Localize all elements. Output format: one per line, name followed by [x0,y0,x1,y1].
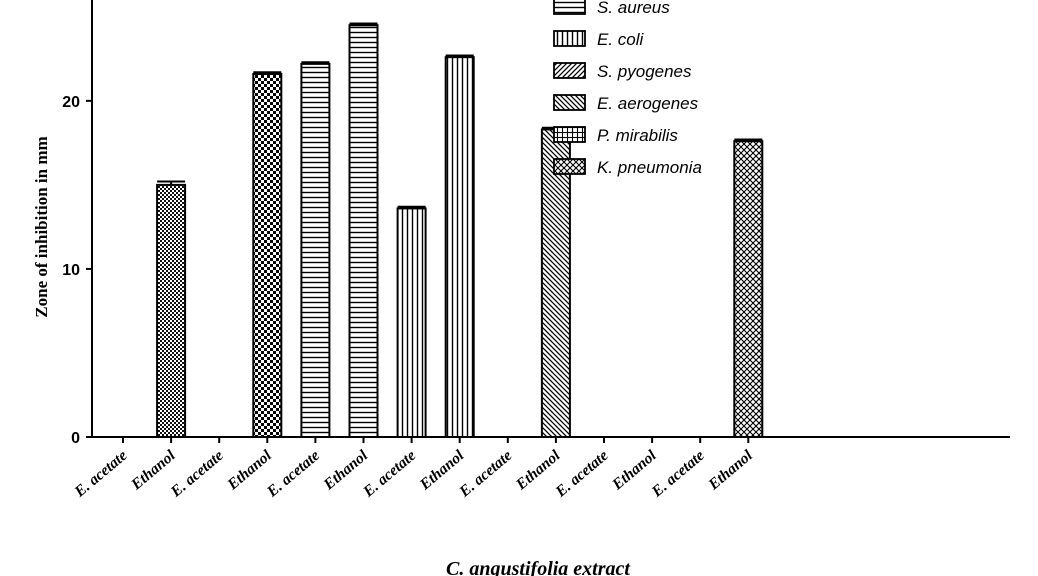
legend-swatch [553,94,586,111]
y-axis-label: Zone of inhibition in mm [32,136,51,317]
legend-swatch [553,126,586,143]
bar [300,62,331,438]
x-tick-label: E. acetate [648,447,708,501]
legend-label: P. mirabilis [597,126,678,145]
legend-swatch [553,62,586,79]
y-tick-label: 0 [71,430,80,447]
bar [444,56,475,439]
y-tick-label: 20 [62,94,80,111]
x-tick-label: E. acetate [167,447,227,501]
x-tick-label: E. acetate [263,447,323,501]
y-tick-label: 10 [62,262,80,279]
x-tick-label: E. acetate [359,447,419,501]
bar [156,183,187,438]
legend-label: E. coli [597,30,645,49]
legend-swatch [553,30,586,47]
legend-swatch [553,0,586,15]
legend-label: E. aerogenes [597,94,699,113]
x-tick-label: E. acetate [456,447,516,501]
x-tick-label: E. acetate [71,447,131,501]
bar [252,72,283,438]
bar [348,24,379,438]
bar [540,128,571,439]
x-tick-label: E. acetate [552,447,612,501]
legend-swatch [553,158,586,175]
legend: S. aureus E. coli S. pyogenes E. aerogenes P… [553,0,702,177]
legend-label: S. pyogenes [597,62,692,81]
bar [396,207,427,438]
legend-label: K. pneumonia [597,158,702,177]
x-tick-label: Ethanol [705,447,757,494]
x-axis-label: C. angustifolia extract [446,558,631,576]
legend-label: S. aureus [597,0,670,17]
bar [733,140,764,439]
